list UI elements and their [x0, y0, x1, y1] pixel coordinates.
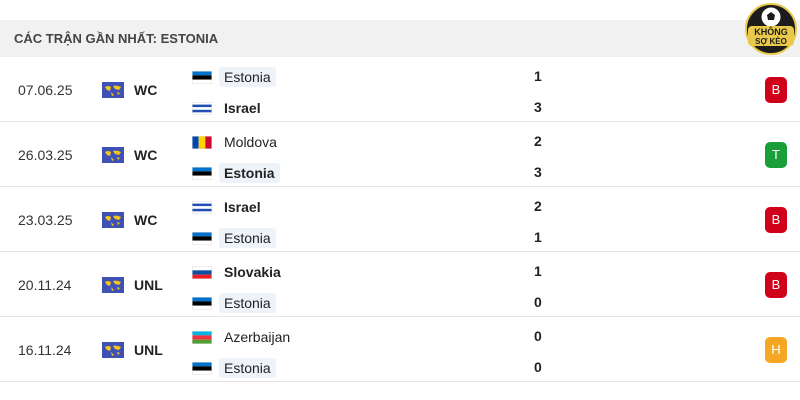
score: 1: [534, 68, 542, 84]
flag: [192, 266, 212, 279]
logo: KHÔNG SỢ KÈO: [745, 3, 797, 55]
match-row: [0, 122, 800, 187]
team-name: Israel: [224, 199, 261, 215]
score: 3: [534, 99, 542, 115]
flag: [192, 362, 212, 375]
match-date: 23.03.25: [18, 212, 73, 228]
score: 1: [534, 263, 542, 279]
team-name: Estonia: [219, 228, 276, 248]
team-name: Estonia: [219, 293, 276, 313]
team-name: Estonia: [219, 67, 276, 87]
team-name: Slovakia: [224, 264, 281, 280]
competition-icon: [102, 82, 124, 98]
score: 0: [534, 359, 542, 375]
logo-text: KHÔNG: [754, 26, 788, 37]
flag: [192, 102, 212, 115]
flag: [192, 331, 212, 344]
team-name: Moldova: [224, 134, 277, 150]
competition: WC: [134, 82, 158, 98]
match-date: 26.03.25: [18, 147, 73, 163]
score: 3: [534, 164, 542, 180]
competition-icon: [102, 342, 124, 358]
header-bar: [0, 20, 800, 57]
header-title: CÁC TRẬN GẦN NHẤT: ESTONIA: [14, 31, 219, 46]
flag: [192, 201, 212, 214]
competition: WC: [134, 147, 158, 163]
result-badge: B: [765, 272, 787, 298]
competition: UNL: [134, 342, 163, 358]
flag: [192, 297, 212, 310]
competition: UNL: [134, 277, 163, 293]
competition: WC: [134, 212, 158, 228]
team-name: Estonia: [219, 358, 276, 378]
match-row: [0, 57, 800, 122]
competition-icon: [102, 147, 124, 163]
team-name: Azerbaijan: [224, 329, 291, 345]
team-name: Estonia: [219, 163, 280, 183]
score: 1: [534, 229, 542, 245]
score: 0: [534, 328, 542, 344]
competition-icon: [102, 212, 124, 228]
match-date: 20.11.24: [18, 277, 72, 293]
flag: [192, 232, 212, 245]
score: 0: [534, 294, 542, 310]
flag: [192, 167, 212, 180]
result-badge: B: [765, 77, 787, 103]
result-badge: T: [765, 142, 787, 168]
flag: [192, 136, 212, 149]
flag: [192, 71, 212, 84]
competition-icon: [102, 277, 124, 293]
result-badge: B: [765, 207, 787, 233]
team-name: Israel: [224, 100, 261, 116]
match-date: 07.06.25: [18, 82, 73, 98]
match-row: [0, 252, 800, 317]
logo-text: SỢ KÈO: [755, 37, 787, 46]
match-row: [0, 317, 800, 382]
score: 2: [534, 198, 542, 214]
result-badge: H: [765, 337, 787, 363]
match-row: [0, 187, 800, 252]
score: 2: [534, 133, 542, 149]
match-date: 16.11.24: [18, 342, 72, 358]
